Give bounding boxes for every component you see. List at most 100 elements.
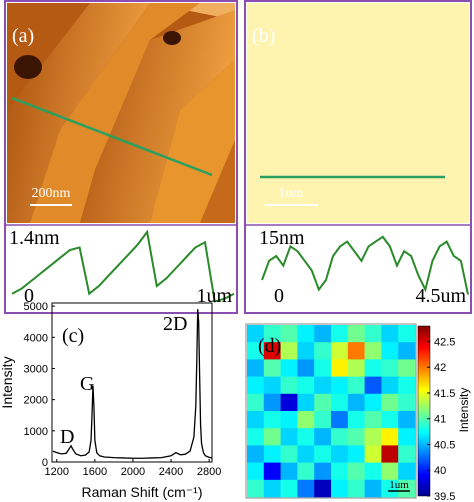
- heatmap-cell: [331, 428, 349, 446]
- heatmap-cell: [347, 462, 365, 481]
- heatmap-cell: [314, 342, 332, 360]
- peak-label: D: [60, 426, 74, 448]
- heatmap-cell: [263, 445, 281, 463]
- peak-label: G: [80, 373, 94, 395]
- heatmap-cell: [347, 359, 365, 377]
- heatmap-cell: [280, 342, 298, 360]
- colorbar-tick-label: 40: [434, 465, 446, 477]
- heatmap-cell: [247, 479, 265, 498]
- heatmap-cell: [398, 462, 416, 481]
- profile-label: 0: [274, 285, 284, 307]
- heatmap-cell: [364, 445, 382, 463]
- heatmap-cell: [280, 445, 298, 463]
- heatmap-cell: [381, 428, 399, 446]
- colorbar: [417, 325, 431, 497]
- heatmap-cell: [297, 411, 315, 429]
- heatmap-cell: [314, 445, 332, 463]
- afm-image: [247, 3, 469, 223]
- heatmap-cell: [331, 462, 349, 481]
- heatmap-cell: [263, 359, 281, 377]
- heatmap-cell: [314, 393, 332, 412]
- heatmap-cell: [347, 445, 365, 463]
- scale-bar-label: 1um: [279, 186, 304, 201]
- heatmap-cell: [331, 342, 349, 360]
- y-tick-label: 1000: [24, 426, 48, 438]
- heatmap-cell: [280, 376, 298, 395]
- heatmap-cell: [297, 359, 315, 377]
- scale-bar-label: 1um: [389, 479, 409, 491]
- colorbar-tick-label: 42: [434, 362, 446, 374]
- heatmap-cell: [381, 359, 399, 377]
- panel-label: (d): [258, 335, 281, 357]
- heatmap-cell: [398, 428, 416, 446]
- heatmap-cell: [247, 462, 265, 481]
- scale-bar-label: 200nm: [32, 186, 71, 201]
- heatmap-cell: [297, 325, 315, 343]
- heatmap-cell: [398, 325, 416, 343]
- heatmap-cell: [314, 325, 332, 343]
- heatmap-cell: [263, 376, 281, 395]
- heatmap-cell: [347, 428, 365, 446]
- heatmap-cell: [381, 411, 399, 429]
- heatmap-cell: [314, 428, 332, 446]
- heatmap-cell: [331, 411, 349, 429]
- profile-label: 4.5um: [415, 285, 466, 307]
- colorbar-tick-label: 41.5: [434, 388, 455, 400]
- heatmap-cell: [263, 462, 281, 481]
- heatmap-cell: [297, 479, 315, 498]
- heatmap-cell: [314, 359, 332, 377]
- heatmap-cell: [314, 462, 332, 481]
- heatmap-cell: [247, 359, 265, 377]
- heatmap-cell: [331, 479, 349, 498]
- heatmap-cell: [331, 325, 349, 343]
- heatmap-cell: [314, 376, 332, 395]
- heatmap-cell: [297, 445, 315, 463]
- heatmap-cell: [247, 342, 265, 360]
- heatmap-cell: [364, 359, 382, 377]
- panel-label: (b): [252, 25, 275, 47]
- heatmap-cell: [280, 428, 298, 446]
- heatmap-cell: [314, 411, 332, 429]
- heatmap-cell: [331, 376, 349, 395]
- heatmap-cell: [314, 479, 332, 498]
- profile-label: 0: [24, 285, 34, 307]
- y-tick-label: 0: [42, 457, 48, 469]
- panel-label: (a): [12, 25, 34, 47]
- heatmap-cell: [381, 325, 399, 343]
- heatmap-cell: [280, 479, 298, 498]
- heatmap-cell: [347, 479, 365, 498]
- profile-label: 1.4nm: [9, 227, 60, 249]
- heatmap-cell: [247, 393, 265, 412]
- heatmap-cell: [247, 428, 265, 446]
- profile-line: [261, 235, 469, 295]
- heatmap-cell: [347, 376, 365, 395]
- heatmap-cell: [263, 393, 281, 412]
- colorbar-tick-label: 40.5: [434, 439, 455, 451]
- heatmap-cell: [381, 342, 399, 360]
- heatmap-cell: [398, 342, 416, 360]
- y-tick-label: 5000: [24, 301, 48, 313]
- heatmap-cell: [247, 376, 265, 395]
- heatmap-cell: [263, 325, 281, 343]
- profile-label: 15nm: [259, 227, 305, 249]
- heatmap-cell: [347, 342, 365, 360]
- heatmap-cell: [280, 411, 298, 429]
- heatmap-cell: [263, 411, 281, 429]
- spectrum-line: [52, 309, 213, 459]
- heatmap-cell: [247, 325, 265, 343]
- x-axis-label: Raman Shift (cm⁻¹): [82, 484, 203, 500]
- heatmap-cell: [331, 445, 349, 463]
- x-tick-label: 1600: [83, 466, 107, 478]
- panel-label: (c): [62, 325, 84, 347]
- heatmap-cell: [280, 393, 298, 412]
- heatmap-cell: [398, 479, 416, 498]
- y-axis-label: Intensity: [0, 356, 15, 408]
- heatmap-cell: [398, 393, 416, 412]
- heatmap-cell: [263, 342, 281, 360]
- heatmap-cell: [280, 325, 298, 343]
- x-tick-label: 1200: [45, 466, 69, 478]
- heatmap-cell: [364, 428, 382, 446]
- heatmap-cell: [364, 411, 382, 429]
- colorbar-tick-label: 42.5: [434, 336, 455, 348]
